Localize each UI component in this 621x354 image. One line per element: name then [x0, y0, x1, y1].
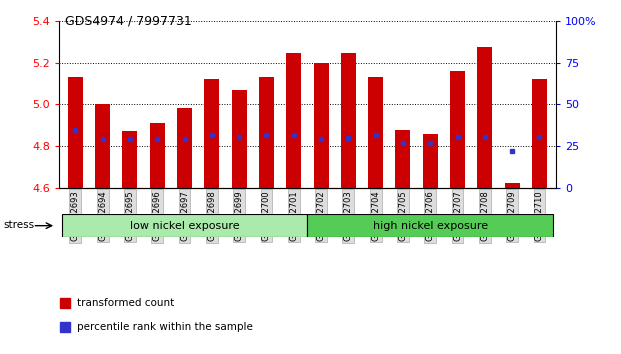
Bar [177, 108, 192, 188]
Text: high nickel exposure: high nickel exposure [373, 221, 487, 231]
Bar [532, 79, 547, 188]
Bar [396, 130, 410, 188]
Bar [150, 123, 165, 188]
Bar [478, 47, 492, 188]
Bar [232, 90, 247, 188]
Bar [286, 53, 301, 188]
Bar [341, 53, 356, 188]
Bar [307, 214, 553, 237]
Bar [122, 131, 137, 188]
Bar [450, 71, 465, 188]
Text: percentile rank within the sample: percentile rank within the sample [77, 321, 253, 332]
Bar [95, 104, 110, 188]
Bar [61, 214, 307, 237]
Bar [204, 79, 219, 188]
Text: stress: stress [3, 220, 34, 230]
Bar [68, 78, 83, 188]
Bar [314, 63, 329, 188]
Text: GDS4974 / 7997731: GDS4974 / 7997731 [65, 14, 192, 27]
Bar [505, 183, 520, 188]
Bar [368, 78, 383, 188]
Text: low nickel exposure: low nickel exposure [130, 221, 239, 231]
Bar [259, 78, 274, 188]
Text: transformed count: transformed count [77, 298, 174, 308]
Bar [423, 133, 438, 188]
